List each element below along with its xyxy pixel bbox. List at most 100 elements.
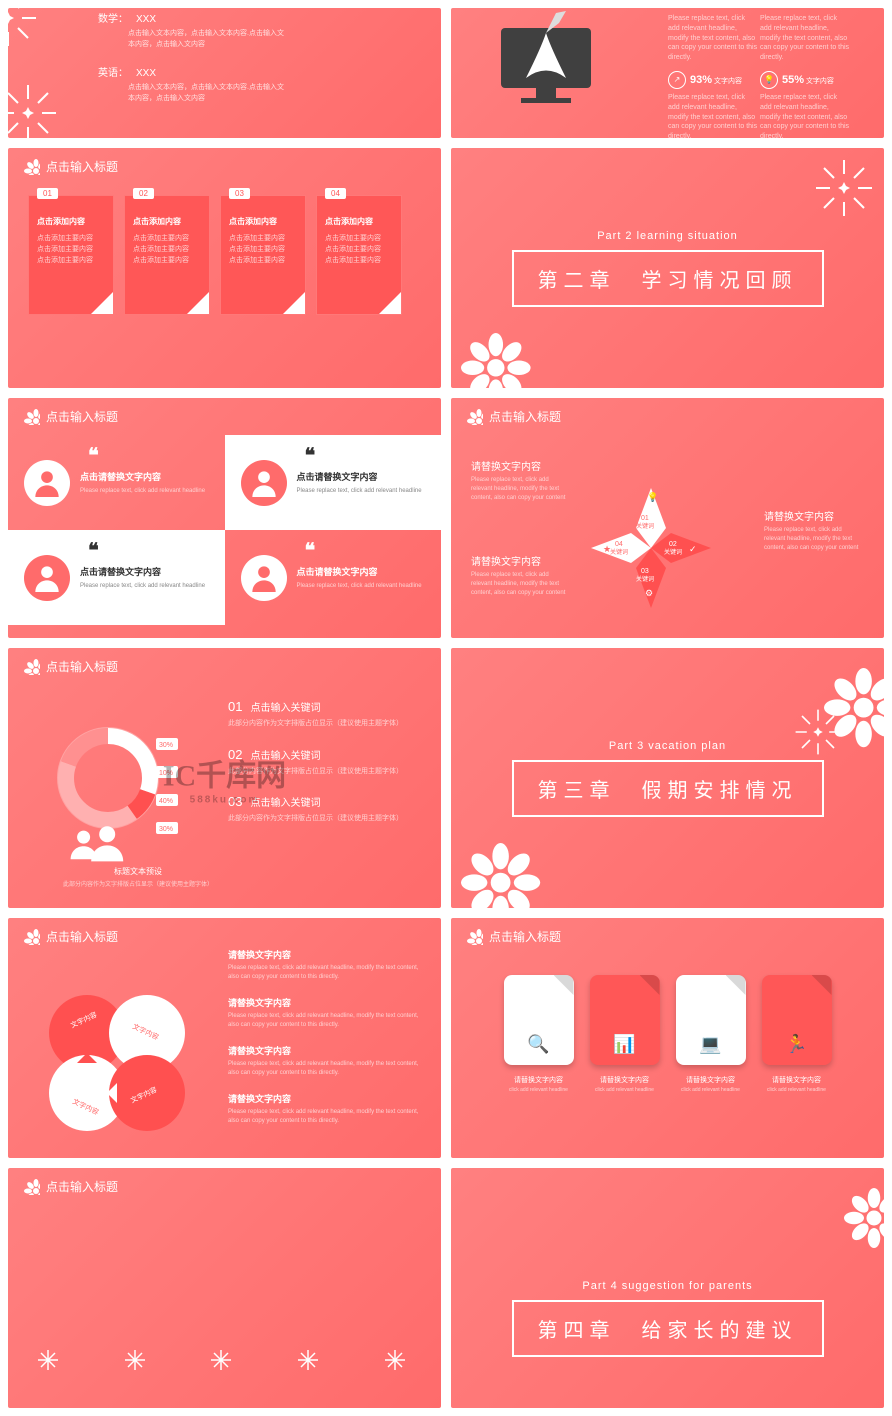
star-side-text: 请替换文字内容Please replace text, click add re… <box>471 553 571 598</box>
svg-text:03: 03 <box>641 568 649 575</box>
tab-icon: 🏃 <box>785 1034 807 1055</box>
tab-body: 🏃 <box>762 975 832 1065</box>
card-line: 点击添加主要内容 <box>325 233 393 244</box>
slide-stats: Please replace text, click add relevant … <box>451 8 884 138</box>
content-card: 02点击添加内容点击添加主要内容点击添加主要内容点击添加主要内容 <box>124 195 210 315</box>
tab-icon: 📊 <box>613 1034 635 1055</box>
svg-text:⚙: ⚙ <box>645 588 653 598</box>
svg-text:★: ★ <box>603 544 611 554</box>
list-item: 01点击输入关键词此部分内容作为文字排版占位显示（建议使用主题字体） <box>228 698 421 730</box>
quote-icon: ❝ <box>88 538 99 563</box>
tab-sub: click add relevant headline <box>676 1087 746 1094</box>
snowflake-icon <box>209 1348 239 1378</box>
slide-scores: 数学： XXX 点击输入文本内容，点击输入文本内容.点击输入文本内容，点击输入文内… <box>8 8 441 138</box>
svg-text:10%: 10% <box>159 770 173 777</box>
person-block: ❝ 点击请替换文字内容 Please replace text, click add… <box>8 530 225 625</box>
avatar-icon <box>241 555 287 601</box>
person-desc: Please replace text, click add relevant … <box>297 487 422 496</box>
star-side-text: 请替换文字内容Please replace text, click add re… <box>764 508 864 553</box>
monitor-illustration <box>491 8 611 113</box>
tab-label: 请替换文字内容 <box>676 1075 746 1085</box>
stat-pct: 55% <box>782 74 804 86</box>
tab-sub: click add relevant headline <box>504 1087 574 1094</box>
item-desc: Please replace text, click add relevant … <box>228 964 425 982</box>
stat-top-desc: Please replace text, click add relevant … <box>760 14 850 63</box>
slide-title: 点击输入标题 <box>46 1178 118 1195</box>
person-heading: 点击请替换文字内容 <box>80 565 205 578</box>
person-heading: 点击请替换文字内容 <box>80 470 205 483</box>
svg-text:02: 02 <box>669 541 677 548</box>
card-title: 点击添加内容 <box>37 216 105 227</box>
star-diagram: 01关键词 02关键词 03关键词 04关键词 💡 ✓ ⚙ ★ <box>581 478 721 623</box>
flower-icon <box>467 929 483 945</box>
starburst-icon <box>8 83 58 138</box>
card-title: 点击添加内容 <box>325 216 393 227</box>
card-line: 点击添加主要内容 <box>325 255 393 266</box>
list-item: 请替换文字内容Please replace text, click add re… <box>228 1092 425 1126</box>
card-number: 03 <box>229 188 250 199</box>
starburst-icon <box>814 158 874 223</box>
tab-body: 🔍 <box>504 975 574 1065</box>
chapter-title: 第四章 给家长的建议 <box>512 1300 824 1357</box>
card-line: 点击添加主要内容 <box>133 255 201 266</box>
chapter-title: 第三章 假期安排情况 <box>512 760 824 817</box>
card-title: 点击添加内容 <box>133 216 201 227</box>
tab-label: 请替换文字内容 <box>590 1075 660 1085</box>
item-number: 01 <box>228 699 242 714</box>
slide-title: 点击输入标题 <box>489 928 561 945</box>
content-card: 01点击添加内容点击添加主要内容点击添加主要内容点击添加主要内容 <box>28 195 114 315</box>
bulb-icon: 💡 <box>760 71 778 89</box>
tab-body: 📊 <box>590 975 660 1065</box>
item-desc: Please replace text, click add relevant … <box>228 1012 425 1030</box>
item-desc: 此部分内容作为文字排版占位显示（建议使用主题字体） <box>228 719 421 730</box>
tab-card: 💻 请替换文字内容 click add relevant headline <box>676 975 746 1094</box>
stat-pct: 93% <box>690 74 712 86</box>
item-number: 03 <box>228 794 242 809</box>
svg-text:关键词: 关键词 <box>610 548 628 556</box>
slide-chapter2: Part 2 learning situation 第二章 学习情况回顾 <box>451 148 884 388</box>
item-heading: 请替换文字内容 <box>228 1044 425 1057</box>
flower-icon <box>467 409 483 425</box>
list-item: 02点击输入关键词此部分内容作为文字排版占位显示（建议使用主题字体） <box>228 746 421 778</box>
flower-icon <box>24 659 40 675</box>
svg-text:关键词: 关键词 <box>664 548 682 556</box>
list-item: 请替换文字内容Please replace text, click add re… <box>228 1044 425 1078</box>
card-line: 点击添加主要内容 <box>37 255 105 266</box>
item-desc: Please replace text, click add relevant … <box>228 1108 425 1126</box>
card-line: 点击添加主要内容 <box>229 244 297 255</box>
person-desc: Please replace text, click add relevant … <box>80 582 205 591</box>
avatar-icon <box>24 555 70 601</box>
tab-icon: 💻 <box>699 1034 721 1055</box>
snowflake-icon <box>296 1348 326 1378</box>
card-line: 点击添加主要内容 <box>229 233 297 244</box>
tab-card: 🔍请替换文字内容click add relevant headline <box>504 975 574 1094</box>
card-line: 点击添加主要内容 <box>37 244 105 255</box>
tab-card: 📊请替换文字内容click add relevant headline <box>590 975 660 1094</box>
slide-persons: 点击输入标题 ❝ 点击请替换文字内容 Please replace text, cl… <box>8 398 441 638</box>
slide-circles: 点击输入标题 文字内容 文字内容 文字内容 文字内容 请替换文字内容Please… <box>8 918 441 1158</box>
tab-body: 💻 <box>676 975 746 1065</box>
chapter-title: 第二章 学习情况回顾 <box>512 250 824 307</box>
chapter-part: Part 2 learning situation <box>597 230 738 242</box>
chapter-part: Part 4 suggestion for parents <box>582 1280 752 1292</box>
item-number: 02 <box>228 747 242 762</box>
flower-icon <box>24 409 40 425</box>
stat-label: 文字内容 <box>714 78 742 85</box>
slide-title: 点击输入标题 <box>46 408 118 425</box>
card-line: 点击添加主要内容 <box>229 255 297 266</box>
flower-icon <box>24 1179 40 1195</box>
subject-desc: 点击输入文本内容，点击输入文本内容.点击输入文本内容，点击输入文内容 <box>8 25 288 62</box>
people-icon <box>58 823 128 868</box>
card-number: 01 <box>37 188 58 199</box>
flower-icon <box>844 1188 884 1253</box>
quote-icon: ❝ <box>88 443 99 468</box>
slide-title: 点击输入标题 <box>46 158 118 175</box>
content-card: 03点击添加内容点击添加主要内容点击添加主要内容点击添加主要内容 <box>220 195 306 315</box>
svg-text:40%: 40% <box>159 798 173 805</box>
subject-name: XXX <box>136 68 156 79</box>
slide-snow: 点击输入标题 <box>8 1168 441 1408</box>
card-title: 点击添加内容 <box>229 216 297 227</box>
subject-label: 数学： <box>98 14 128 25</box>
svg-text:01: 01 <box>641 515 649 522</box>
tab-label: 请替换文字内容 <box>762 1075 832 1085</box>
